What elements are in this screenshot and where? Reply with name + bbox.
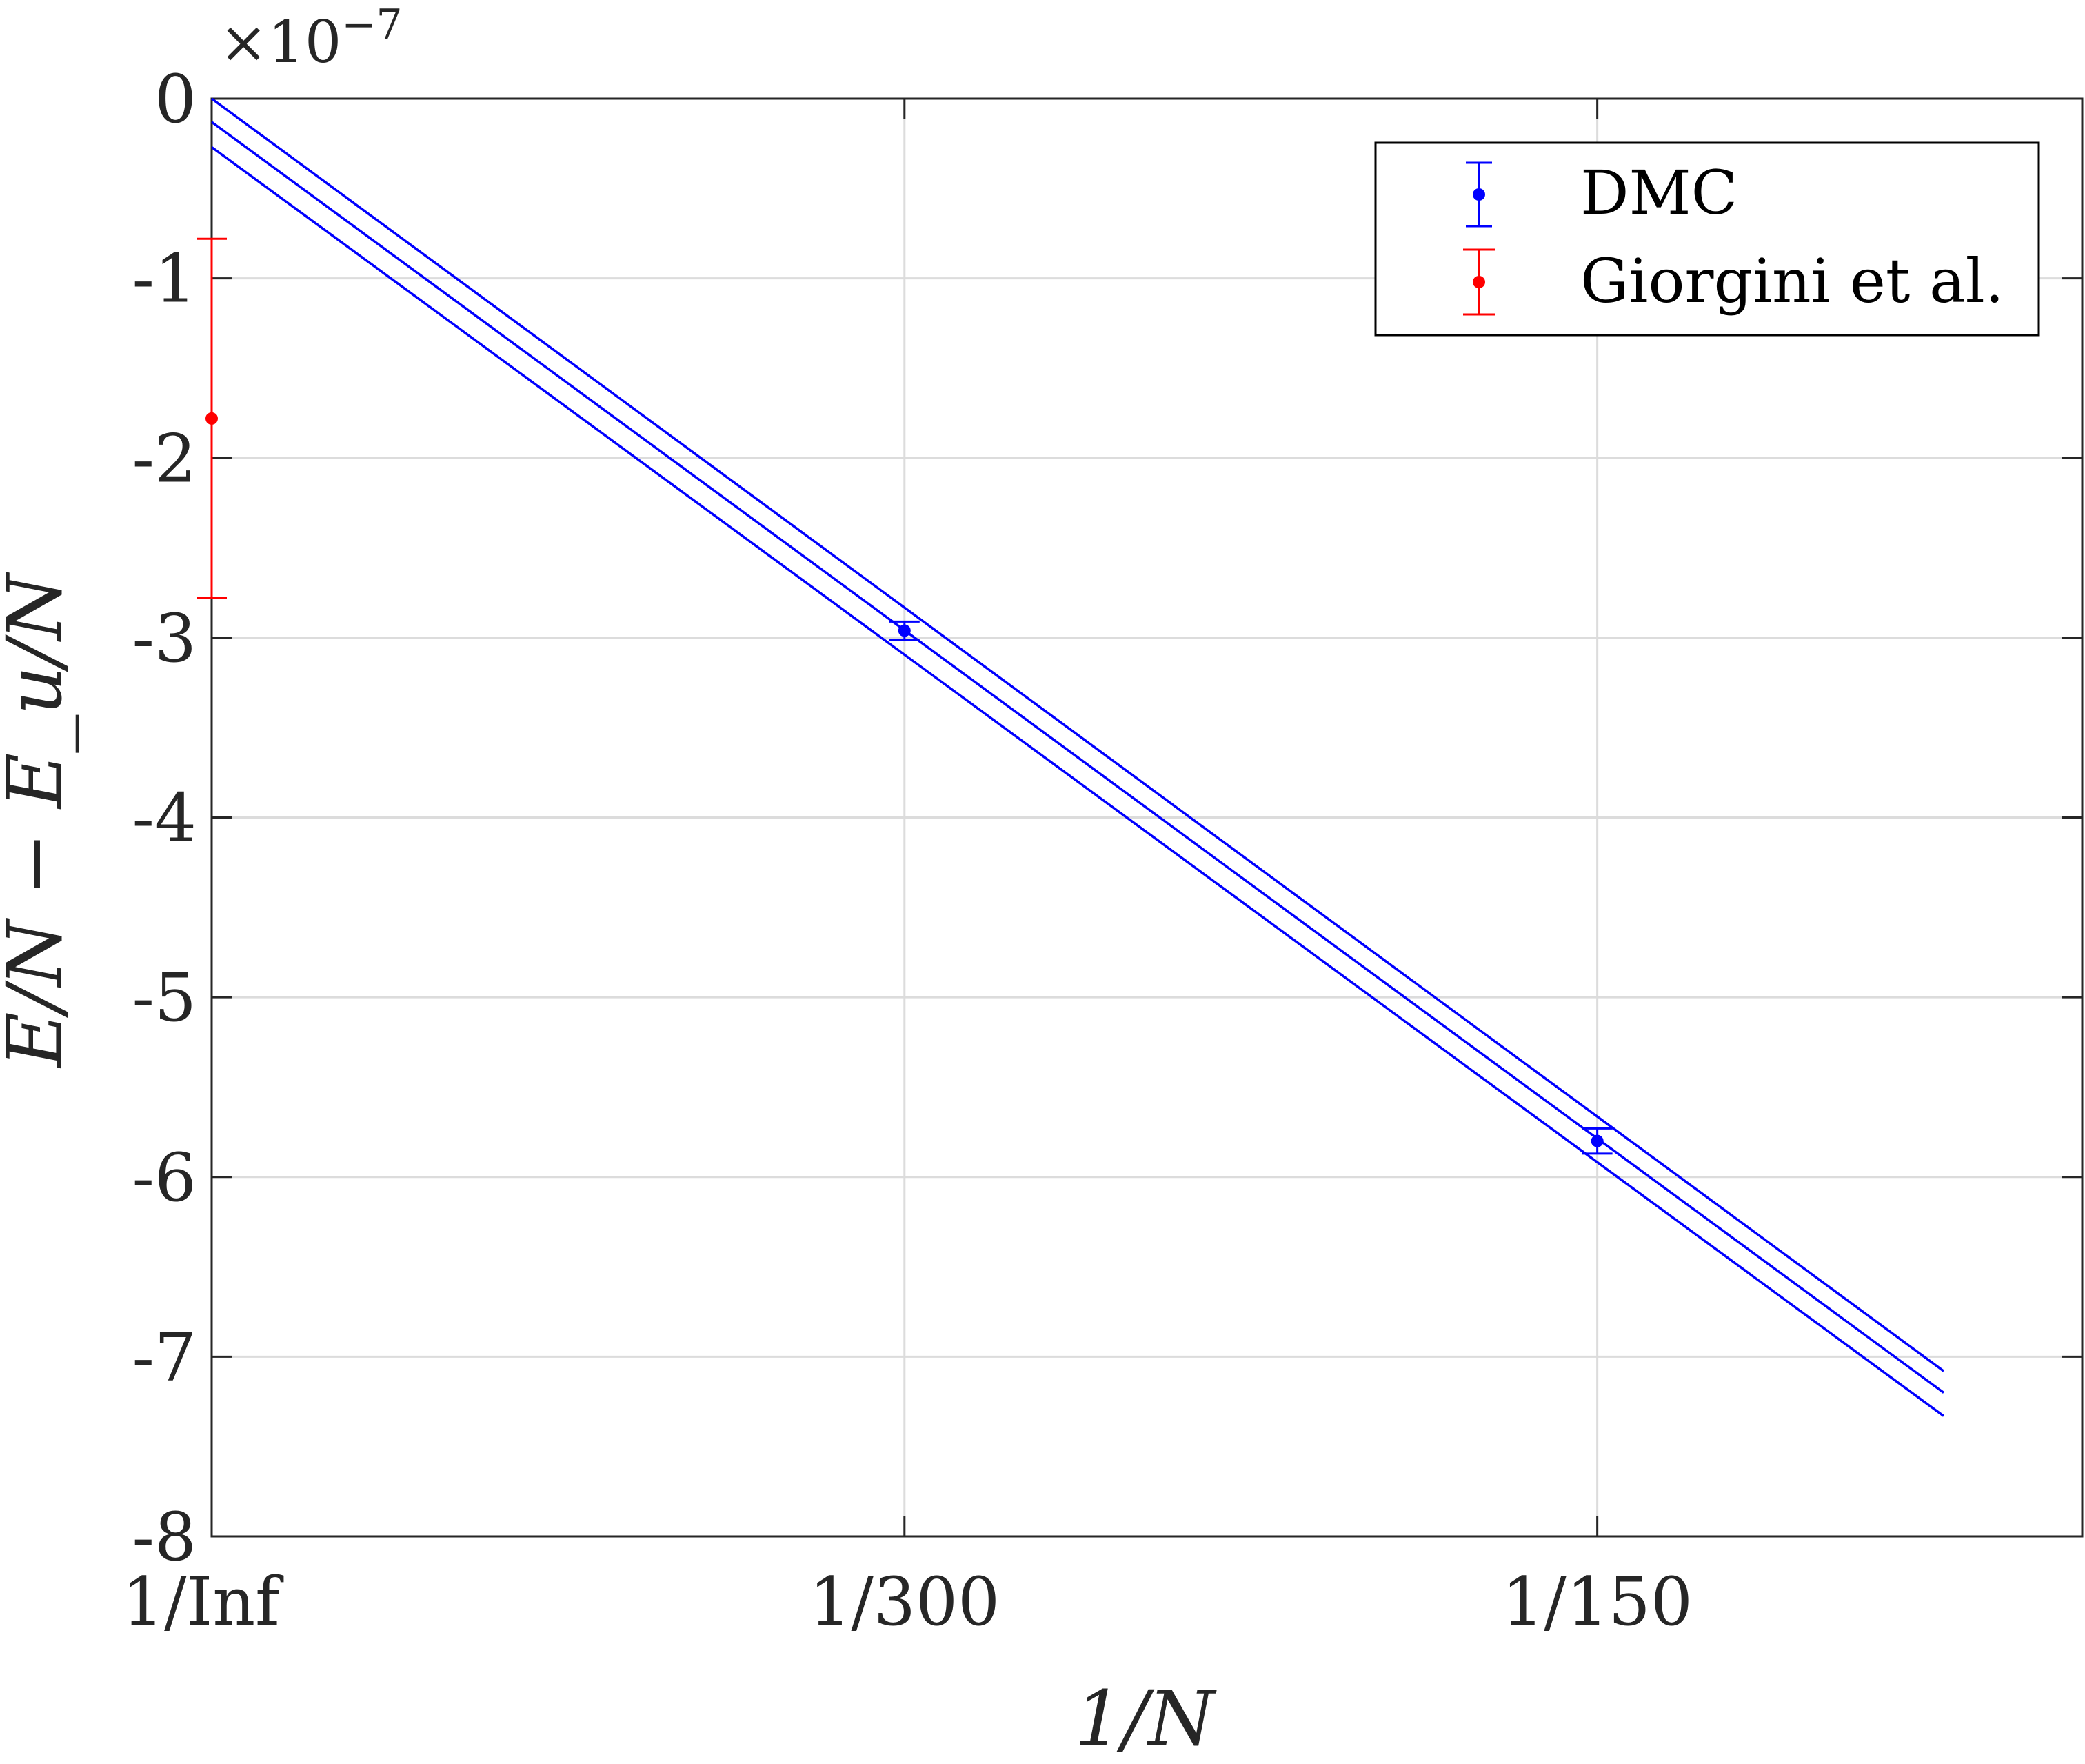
y-tick-label: -6 <box>132 1139 197 1216</box>
y-tick-label: -2 <box>132 420 197 497</box>
legend-dmc-marker <box>1466 161 1492 228</box>
fit-line-1 <box>210 121 1945 1394</box>
legend-label-dmc: DMC <box>1580 157 1738 228</box>
y-exponent-power: −7 <box>341 1 402 49</box>
x-tick-label: 1/300 <box>809 1563 1000 1641</box>
y-exponent-label: ×10−7 <box>219 1 403 76</box>
plot-area: 0 -1 -2 -3 -4 -5 -6 -7 -81/Inf 1/300 1/150 <box>122 61 2084 1641</box>
dmc-point-1 <box>1591 1134 1604 1147</box>
legend-giorgini-marker <box>1463 248 1495 316</box>
x-axis-label: 1/N <box>1074 1674 1217 1763</box>
fit-line-0 <box>210 97 1945 1372</box>
y-tick-label: -3 <box>132 600 197 677</box>
y-tick-label: -7 <box>132 1319 197 1396</box>
y-tick-label: -1 <box>132 241 197 318</box>
y-tick-label: -4 <box>132 780 197 857</box>
x-tick-label: 1/150 <box>1502 1563 1693 1641</box>
legend-box <box>1374 141 2040 337</box>
fit-line-2 <box>210 146 1945 1417</box>
x-tick-label: 1/Inf <box>122 1563 284 1641</box>
giorgini-et-al-point-0 <box>205 412 218 425</box>
y-axis-label: E/N − E_u/N <box>0 572 79 1069</box>
legend: DMC Giorgini et al. <box>1374 141 2040 337</box>
legend-label-giorgini: Giorgini et al. <box>1580 245 2004 317</box>
y-exponent-base: ×10 <box>219 8 341 76</box>
y-tick-label: 0 <box>154 61 197 138</box>
y-tick-label: -8 <box>132 1499 197 1576</box>
y-tick-label: -5 <box>132 959 197 1036</box>
dmc-point-0 <box>898 624 911 637</box>
